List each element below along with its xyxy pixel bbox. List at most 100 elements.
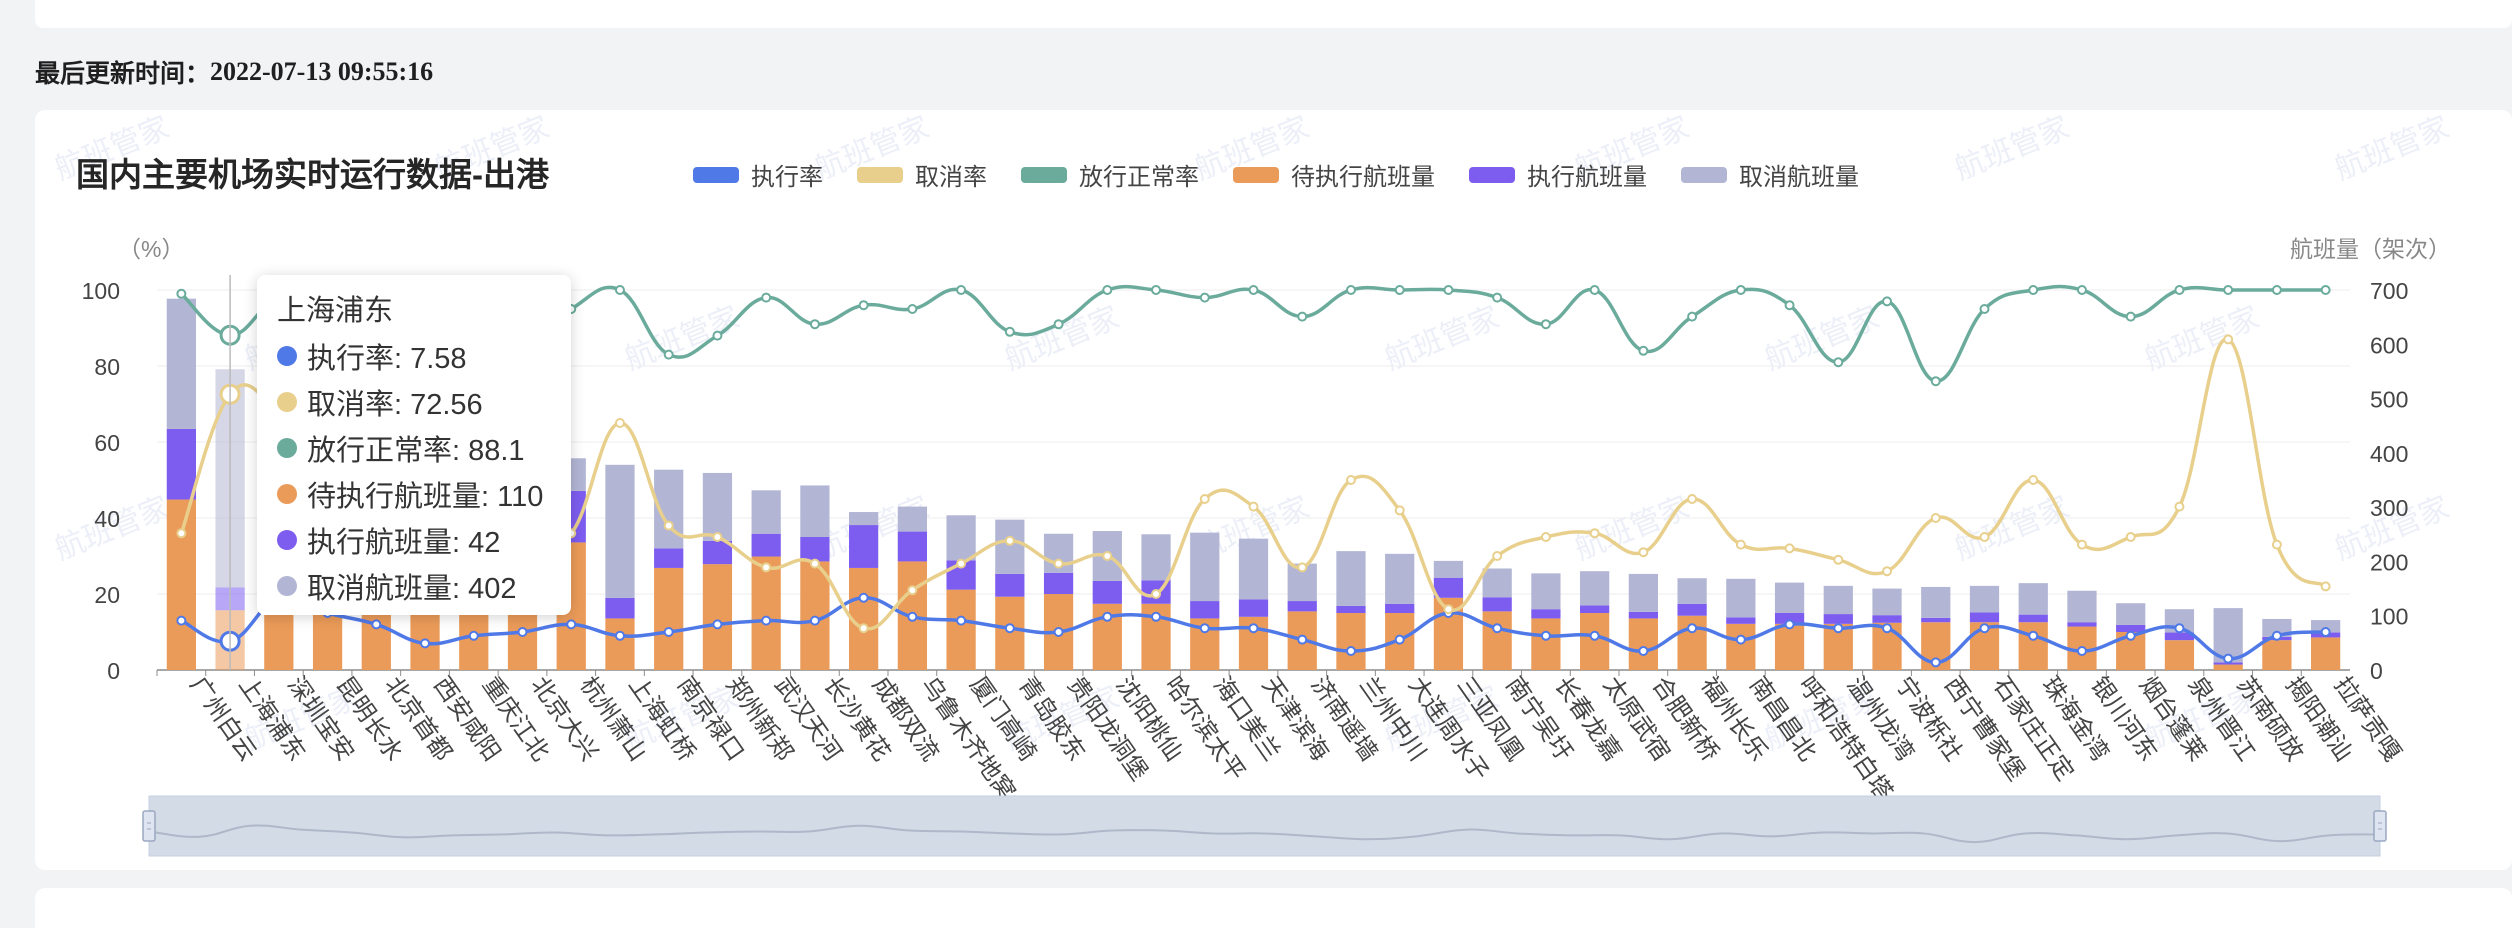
point-取消率[interactable] (1930, 513, 1941, 523)
bar-取消航班量[interactable] (1628, 573, 1658, 612)
bar-执行航班量[interactable] (1677, 603, 1707, 616)
bar-执行航班量[interactable] (1774, 613, 1805, 624)
point-取消率[interactable] (1004, 535, 1015, 546)
point-放行正常率[interactable] (907, 304, 918, 314)
bar-执行航班量[interactable] (166, 428, 196, 500)
bar-取消航班量[interactable] (166, 298, 196, 429)
point-执行率[interactable] (1882, 623, 1893, 634)
point-执行率[interactable] (2223, 653, 2234, 664)
point-放行正常率[interactable] (2076, 285, 2087, 295)
point-放行正常率[interactable] (1004, 326, 1015, 337)
legend-item-放行正常率[interactable]: 放行正常率 (1021, 164, 1199, 191)
bar-执行航班量[interactable] (1433, 577, 1464, 598)
point-取消率[interactable] (1540, 532, 1551, 542)
point-取消率[interactable] (858, 623, 869, 634)
bar-取消航班量[interactable] (1580, 571, 1610, 606)
point-执行率[interactable] (1833, 623, 1844, 634)
point-放行正常率[interactable] (663, 349, 674, 360)
bar-取消航班量[interactable] (1531, 573, 1561, 610)
point-执行率[interactable] (1151, 611, 1162, 622)
point-取消率[interactable] (1979, 532, 1990, 542)
point-放行正常率[interactable] (1199, 292, 1210, 303)
point-放行正常率[interactable] (2223, 285, 2234, 295)
legend[interactable]: 执行率 取消率 放行正常率 待执行航班量 执行航班量 取消航班量 (693, 164, 1859, 191)
point-放行正常率[interactable] (712, 330, 723, 341)
bar-执行航班量[interactable] (1726, 617, 1756, 624)
legend-item-待执行航班量[interactable]: 待执行航班量 (1233, 164, 1435, 191)
bar-执行航班量[interactable] (605, 597, 635, 619)
point-取消率[interactable] (663, 520, 674, 531)
point-执行率[interactable] (858, 592, 869, 603)
point-执行率[interactable] (517, 627, 528, 637)
point-执行率[interactable] (1102, 611, 1113, 622)
point-放行正常率[interactable] (1882, 296, 1893, 307)
bar-待执行航班量[interactable] (166, 499, 196, 670)
bar-取消航班量[interactable] (995, 519, 1025, 574)
bar-执行航班量[interactable] (1287, 601, 1317, 612)
point-取消率[interactable] (1882, 566, 1893, 577)
bar-执行航班量[interactable] (1531, 609, 1561, 619)
bar-执行航班量[interactable] (2164, 632, 2195, 641)
bar-取消航班量[interactable] (1823, 585, 1853, 615)
bar-执行航班量[interactable] (1385, 603, 1415, 613)
bar-执行航班量[interactable] (2018, 614, 2048, 623)
bar-执行航班量[interactable] (1872, 615, 1902, 623)
bar-待执行航班量[interactable] (2018, 622, 2048, 670)
point-取消率[interactable] (1638, 547, 1649, 558)
point-放行正常率[interactable] (809, 319, 820, 330)
point-放行正常率[interactable] (2174, 285, 2185, 295)
bar-待执行航班量[interactable] (1628, 618, 1658, 670)
point-执行率[interactable] (1248, 623, 1259, 634)
point-放行正常率[interactable] (2271, 285, 2282, 295)
bar-执行航班量[interactable] (1921, 617, 1951, 623)
point-放行正常率[interactable] (1297, 311, 1308, 322)
point-执行率[interactable] (468, 630, 479, 641)
point-取消率[interactable] (614, 418, 625, 428)
point-取消率[interactable] (2271, 539, 2282, 550)
point-执行率[interactable] (1297, 634, 1308, 645)
bar-取消航班量[interactable] (2116, 603, 2146, 625)
point-取消率[interactable] (1784, 543, 1795, 554)
bar-执行航班量[interactable] (2116, 624, 2146, 632)
point-放行正常率[interactable] (1492, 292, 1503, 303)
point-取消率[interactable] (1687, 494, 1698, 504)
bar-取消航班量[interactable] (702, 472, 733, 541)
point-放行正常率[interactable] (1589, 285, 1600, 295)
bar-取消航班量[interactable] (1921, 586, 1951, 618)
point-放行正常率[interactable] (1053, 319, 1064, 330)
point-取消率[interactable] (1589, 528, 1600, 539)
bar-执行航班量[interactable] (800, 537, 830, 562)
zoom-track[interactable] (148, 795, 2381, 857)
bar-待执行航班量[interactable] (605, 618, 635, 670)
bar-执行航班量[interactable] (702, 540, 733, 565)
point-执行率[interactable] (1053, 627, 1064, 637)
point-取消率[interactable] (2174, 501, 2185, 512)
bar-取消航班量[interactable] (1969, 585, 2000, 613)
point-执行率[interactable] (1199, 623, 1210, 634)
point-放行正常率[interactable] (1151, 285, 1162, 295)
bar-待执行航班量[interactable] (2262, 640, 2292, 670)
point-取消率[interactable] (1151, 589, 1162, 599)
point-放行正常率[interactable] (1930, 376, 1941, 387)
bar-取消航班量[interactable] (1141, 534, 1171, 581)
bar-取消航班量[interactable] (2213, 608, 2243, 663)
bar-取消航班量[interactable] (1677, 578, 1707, 604)
point-执行率[interactable] (1540, 630, 1551, 641)
point-放行正常率[interactable] (614, 285, 625, 295)
bar-待执行航班量[interactable] (1531, 618, 1561, 670)
point-取消率[interactable] (1102, 551, 1113, 561)
point-执行率[interactable] (761, 615, 772, 626)
point-取消率[interactable] (1735, 539, 1746, 550)
bar-执行航班量[interactable] (1580, 605, 1610, 613)
point-放行正常率[interactable] (2028, 285, 2039, 295)
point-放行正常率[interactable] (1248, 285, 1259, 295)
point-执行率[interactable] (2271, 630, 2282, 641)
bar-取消航班量[interactable] (897, 506, 927, 532)
point-取消率[interactable] (1443, 604, 1454, 615)
bar-待执行航班量[interactable] (2311, 637, 2341, 670)
point-执行率[interactable] (176, 615, 187, 626)
point-执行率[interactable] (566, 619, 577, 630)
bar-待执行航班量[interactable] (1580, 613, 1610, 670)
point-执行率[interactable] (2028, 630, 2039, 641)
